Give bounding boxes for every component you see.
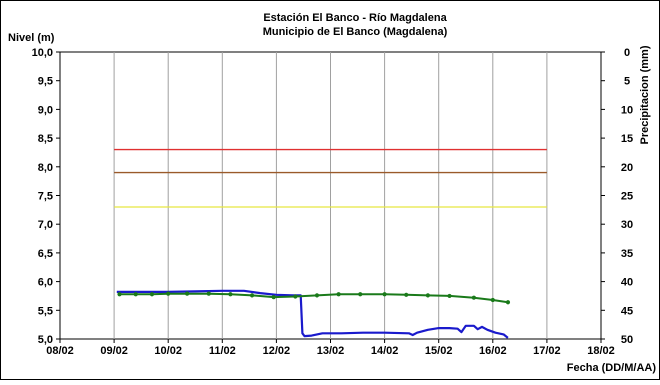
series-point xyxy=(490,297,495,303)
series-point xyxy=(166,291,171,296)
y-tick-label: 8,5 xyxy=(38,133,53,145)
y2-tick-label: 0 xyxy=(624,47,630,59)
x-tick-label: 15/02 xyxy=(425,345,453,357)
series-point xyxy=(404,292,409,297)
series-point xyxy=(117,292,122,297)
series-line-2 xyxy=(119,292,509,304)
chart-subtitle: Municipio de El Banco (Magdalena) xyxy=(263,26,448,38)
series-point xyxy=(447,293,452,299)
y2-tick-label: 45 xyxy=(621,305,633,317)
series-point xyxy=(228,292,233,297)
threshold-lines xyxy=(114,148,547,208)
gridlines xyxy=(113,52,548,339)
series-line-1 xyxy=(116,289,509,339)
y2-tick-label: 25 xyxy=(621,191,633,203)
y2-tick-label: 30 xyxy=(621,219,633,231)
y-tick-label: 7,0 xyxy=(38,219,53,231)
y2-tick-label: 10 xyxy=(621,104,633,116)
y-tick-label: 6,0 xyxy=(38,277,53,289)
y2-tick-label: 15 xyxy=(621,133,633,145)
y-tick-label: 5,0 xyxy=(38,334,53,346)
x-tick-label: 11/02 xyxy=(209,345,236,357)
series-point xyxy=(185,291,190,296)
y2-axis-label: Precipitacion (mm) xyxy=(639,45,651,144)
series-point xyxy=(133,292,138,297)
x-tick-label: 12/02 xyxy=(263,345,291,357)
series-point xyxy=(336,292,341,297)
chart-title: Estación El Banco - Río Magdalena xyxy=(263,12,447,24)
series-point xyxy=(249,293,255,298)
y-axis-label: Nivel (m) xyxy=(8,32,55,44)
y2-tick-label: 20 xyxy=(621,162,633,174)
y-tick-label: 8,0 xyxy=(38,162,53,174)
x-tick-label: 13/02 xyxy=(317,345,345,357)
x-tick-label: 17/02 xyxy=(533,345,561,357)
x-tick-label: 16/02 xyxy=(479,345,507,357)
axes: 08/02 09/02 10/02 11/02 12/02 13/02 14/02 15/02… xyxy=(32,47,634,357)
y-tick-label: 6,5 xyxy=(38,248,53,260)
x-tick-label: 08/02 xyxy=(46,345,74,357)
series-point xyxy=(206,291,211,296)
y2-tick-label: 35 xyxy=(621,248,633,260)
series-point xyxy=(505,300,511,305)
x-tick-label: 09/02 xyxy=(100,345,128,357)
x-tick-label: 14/02 xyxy=(371,345,399,357)
series-point xyxy=(293,294,298,299)
y-tick-label: 5,5 xyxy=(38,305,53,317)
y-tick-label: 7,5 xyxy=(38,191,53,203)
x-tick-label: 18/02 xyxy=(587,345,615,357)
series-point xyxy=(382,292,387,297)
y2-tick-label: 40 xyxy=(621,277,633,289)
y-tick-label: 9,0 xyxy=(38,104,53,116)
y-tick-label: 9,5 xyxy=(38,76,53,88)
y2-tick-label: 5 xyxy=(624,76,630,88)
series-point xyxy=(149,292,155,297)
series-point xyxy=(271,294,276,300)
x-axis-label: Fecha (DD/M/AA) xyxy=(567,362,657,374)
series-point xyxy=(425,293,430,298)
series-point xyxy=(358,292,363,297)
x-tick-label: 10/02 xyxy=(154,345,182,357)
series-point xyxy=(471,295,476,300)
y-tick-label: 10,0 xyxy=(32,47,53,59)
series-point xyxy=(314,293,320,298)
y2-tick-label: 50 xyxy=(621,334,633,346)
series-layer xyxy=(116,289,511,339)
